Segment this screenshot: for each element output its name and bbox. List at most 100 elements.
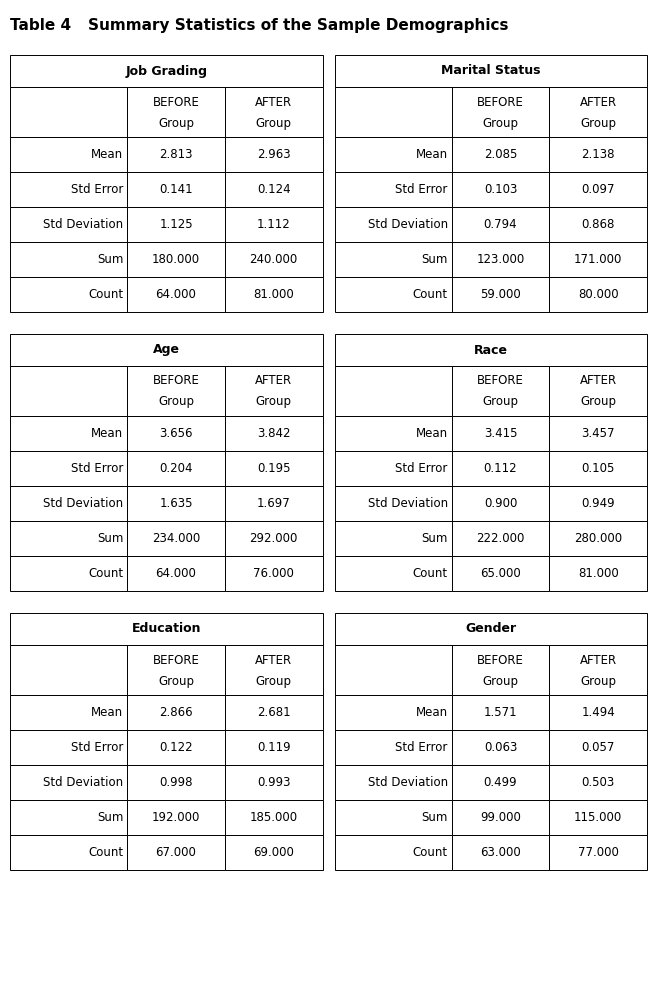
Text: Mean: Mean: [416, 427, 447, 440]
Text: 0.097: 0.097: [581, 183, 615, 196]
Bar: [452, 451, 549, 486]
Text: Count: Count: [413, 846, 447, 859]
Bar: [10, 207, 127, 242]
Bar: [549, 695, 647, 730]
Bar: [549, 277, 647, 312]
Bar: [225, 556, 323, 591]
Text: Sum: Sum: [421, 253, 447, 266]
Text: 115.000: 115.000: [574, 811, 622, 824]
Text: Group: Group: [256, 395, 292, 409]
Bar: [549, 730, 647, 765]
Bar: [452, 416, 549, 451]
Bar: [127, 366, 225, 416]
Bar: [127, 800, 225, 835]
Bar: [549, 416, 647, 451]
Bar: [225, 695, 323, 730]
Text: 0.119: 0.119: [257, 741, 290, 754]
Bar: [10, 486, 127, 521]
Bar: [452, 87, 549, 137]
Bar: [127, 835, 225, 870]
Bar: [225, 835, 323, 870]
Bar: [452, 556, 549, 591]
Bar: [334, 242, 452, 277]
Bar: [225, 416, 323, 451]
Text: Std Error: Std Error: [71, 462, 124, 475]
Bar: [334, 137, 452, 172]
Bar: [225, 277, 323, 312]
Text: 0.122: 0.122: [159, 741, 193, 754]
Text: 2.085: 2.085: [484, 148, 517, 161]
Bar: [10, 55, 323, 87]
Bar: [127, 521, 225, 556]
Text: Count: Count: [413, 288, 447, 301]
Bar: [127, 556, 225, 591]
Text: Mean: Mean: [416, 148, 447, 161]
Text: 1.125: 1.125: [159, 218, 193, 231]
Bar: [225, 366, 323, 416]
Text: 240.000: 240.000: [250, 253, 298, 266]
Text: 2.866: 2.866: [159, 706, 193, 719]
Bar: [10, 334, 323, 366]
Bar: [127, 416, 225, 451]
Text: Sum: Sum: [97, 811, 124, 824]
Text: Sum: Sum: [421, 532, 447, 545]
Bar: [225, 730, 323, 765]
Bar: [452, 137, 549, 172]
Text: Job Grading: Job Grading: [125, 64, 207, 77]
Bar: [549, 521, 647, 556]
Text: BEFORE: BEFORE: [477, 653, 524, 666]
Text: Sum: Sum: [97, 532, 124, 545]
Bar: [10, 277, 127, 312]
Text: Gender: Gender: [465, 623, 516, 636]
Text: 234.000: 234.000: [152, 532, 200, 545]
Text: 1.112: 1.112: [257, 218, 290, 231]
Bar: [225, 486, 323, 521]
Text: Std Deviation: Std Deviation: [43, 776, 124, 789]
Text: Mean: Mean: [91, 148, 124, 161]
Text: AFTER: AFTER: [255, 653, 292, 666]
Text: Std Deviation: Std Deviation: [367, 776, 447, 789]
Bar: [549, 835, 647, 870]
Bar: [127, 87, 225, 137]
Bar: [334, 695, 452, 730]
Text: 222.000: 222.000: [476, 532, 525, 545]
Bar: [452, 366, 549, 416]
Bar: [334, 172, 452, 207]
Text: Std Error: Std Error: [396, 462, 447, 475]
Text: 292.000: 292.000: [250, 532, 298, 545]
Bar: [10, 695, 127, 730]
Bar: [10, 765, 127, 800]
Text: Group: Group: [256, 117, 292, 130]
Bar: [452, 645, 549, 695]
Text: Group: Group: [482, 395, 518, 409]
Bar: [10, 242, 127, 277]
Bar: [334, 486, 452, 521]
Text: Summary Statistics of the Sample Demographics: Summary Statistics of the Sample Demogra…: [88, 18, 509, 33]
Text: 0.499: 0.499: [484, 776, 517, 789]
Bar: [10, 835, 127, 870]
Bar: [127, 207, 225, 242]
Bar: [334, 416, 452, 451]
Bar: [334, 645, 452, 695]
Text: BEFORE: BEFORE: [152, 374, 200, 387]
Bar: [452, 521, 549, 556]
Bar: [549, 486, 647, 521]
Text: 180.000: 180.000: [152, 253, 200, 266]
Bar: [127, 451, 225, 486]
Text: Group: Group: [158, 395, 194, 409]
Bar: [127, 765, 225, 800]
Bar: [225, 451, 323, 486]
Text: 63.000: 63.000: [480, 846, 521, 859]
Bar: [452, 835, 549, 870]
Bar: [127, 172, 225, 207]
Bar: [549, 137, 647, 172]
Text: 0.868: 0.868: [581, 218, 615, 231]
Text: Std Deviation: Std Deviation: [367, 218, 447, 231]
Bar: [549, 800, 647, 835]
Text: 0.063: 0.063: [484, 741, 517, 754]
Bar: [549, 242, 647, 277]
Text: 192.000: 192.000: [152, 811, 200, 824]
Bar: [10, 451, 127, 486]
Bar: [452, 486, 549, 521]
Text: Group: Group: [482, 674, 518, 687]
